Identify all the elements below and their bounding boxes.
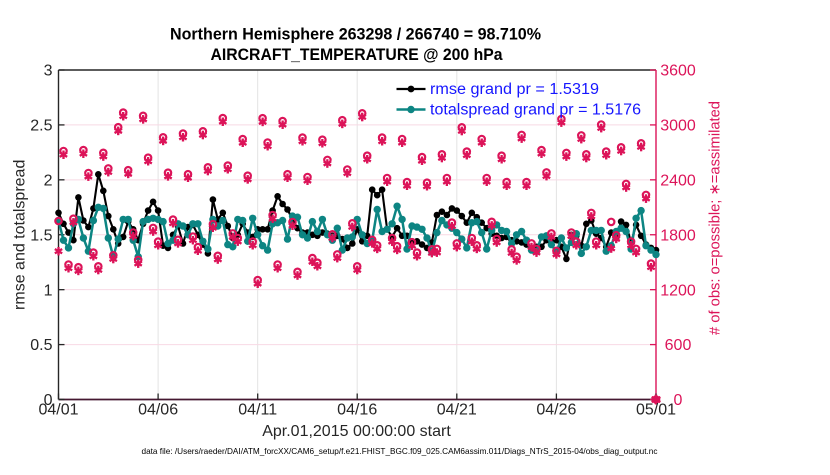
svg-text:rmse and totalspread: rmse and totalspread: [12, 160, 29, 310]
svg-text:04/11: 04/11: [238, 402, 277, 419]
svg-text:data file: /Users/raeder/DAI/A: data file: /Users/raeder/DAI/ATM_forcXX/…: [142, 446, 658, 456]
svg-text:04/26: 04/26: [536, 402, 576, 419]
svg-text:rmse grand pr = 1.5319: rmse grand pr = 1.5319: [430, 81, 599, 98]
svg-text:04/06: 04/06: [138, 402, 178, 419]
svg-text:2400: 2400: [660, 172, 696, 189]
svg-text:1800: 1800: [660, 227, 696, 244]
svg-text:Northern Hemisphere 263298 / 2: Northern Hemisphere 263298 / 266740 = 98…: [170, 26, 541, 44]
svg-text:600: 600: [665, 337, 692, 354]
svg-text:3000: 3000: [660, 118, 696, 135]
svg-text:04/16: 04/16: [337, 402, 377, 419]
svg-text:2.5: 2.5: [30, 118, 52, 135]
svg-text:05/01: 05/01: [636, 402, 676, 419]
svg-text:1.5: 1.5: [30, 227, 52, 244]
svg-text:0: 0: [674, 392, 683, 409]
svg-text:1: 1: [44, 282, 53, 299]
svg-text:1200: 1200: [660, 282, 696, 299]
svg-text:totalspread grand pr = 1.5176: totalspread grand pr = 1.5176: [430, 102, 641, 119]
svg-text:3600: 3600: [660, 63, 696, 80]
svg-text:2: 2: [44, 172, 53, 189]
svg-text:0.5: 0.5: [30, 337, 52, 354]
svg-text:AIRCRAFT_TEMPERATURE @ 200 hPa: AIRCRAFT_TEMPERATURE @ 200 hPa: [211, 46, 504, 64]
svg-text:04/01: 04/01: [38, 402, 78, 419]
svg-text:04/21: 04/21: [437, 402, 477, 419]
svg-text:3: 3: [44, 63, 53, 80]
svg-text:0: 0: [44, 392, 53, 409]
svg-text:Apr.01,2015 00:00:00 start: Apr.01,2015 00:00:00 start: [262, 423, 451, 440]
svg-text:# of obs: o=possible; ∗=assimi: # of obs: o=possible; ∗=assimilated: [707, 101, 724, 335]
